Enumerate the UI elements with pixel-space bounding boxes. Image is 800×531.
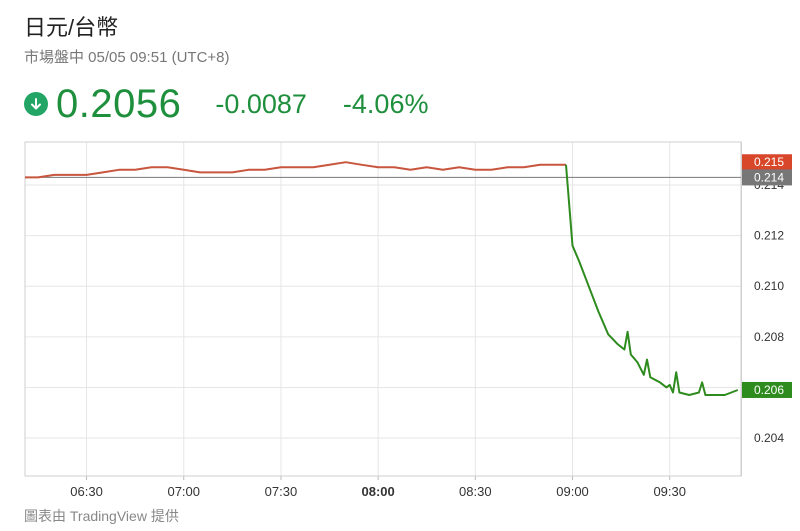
y-tick-label: 0.204 bbox=[754, 431, 784, 445]
x-tick-label: 08:00 bbox=[362, 484, 395, 499]
series bbox=[25, 161, 739, 396]
market-status: 市場盤中 05/05 09:51 (UTC+8) bbox=[24, 49, 230, 66]
series-line-after-drop bbox=[565, 164, 739, 396]
chart-credit: 圖表由 TradingView 提供 bbox=[24, 508, 179, 524]
x-tick-label: 07:30 bbox=[265, 484, 298, 499]
price-change-percent: -4.06% bbox=[342, 88, 429, 119]
x-axis-labels: 06:30 07:00 07:30 08:00 08:30 09:00 09:30 bbox=[70, 484, 686, 499]
x-tick-label: 06:30 bbox=[70, 484, 103, 499]
y-tick-label: 0.212 bbox=[754, 229, 784, 243]
plot-frame bbox=[24, 141, 742, 477]
previous-close-badge-bg bbox=[742, 169, 792, 186]
x-tick-label: 09:30 bbox=[653, 484, 686, 499]
current-price: 0.2056 bbox=[56, 81, 182, 126]
grid bbox=[25, 142, 741, 480]
last-price-badge: 0.206 bbox=[754, 383, 784, 397]
axis-divider bbox=[741, 142, 742, 476]
high-price-badge: 0.215 bbox=[754, 155, 784, 169]
y-tick-label: 0.208 bbox=[754, 330, 784, 344]
x-tick-label: 09:00 bbox=[556, 484, 589, 499]
series-line-before-drop bbox=[25, 161, 566, 179]
high-price-badge-bg bbox=[742, 154, 792, 171]
pair-title: 日元/台幣 bbox=[24, 15, 119, 40]
price-change: -0.0087 bbox=[215, 88, 307, 119]
previous-close-badge: 0.214 bbox=[754, 170, 784, 184]
x-tick-label: 08:30 bbox=[459, 484, 492, 499]
x-tick-label: 07:00 bbox=[167, 484, 200, 499]
y-tick-label: 0.210 bbox=[754, 279, 784, 293]
quote-row: 0.2056 -0.0087 -4.06% bbox=[24, 82, 428, 126]
down-arrow-icon bbox=[24, 92, 48, 116]
last-price-badge-bg bbox=[742, 381, 792, 398]
